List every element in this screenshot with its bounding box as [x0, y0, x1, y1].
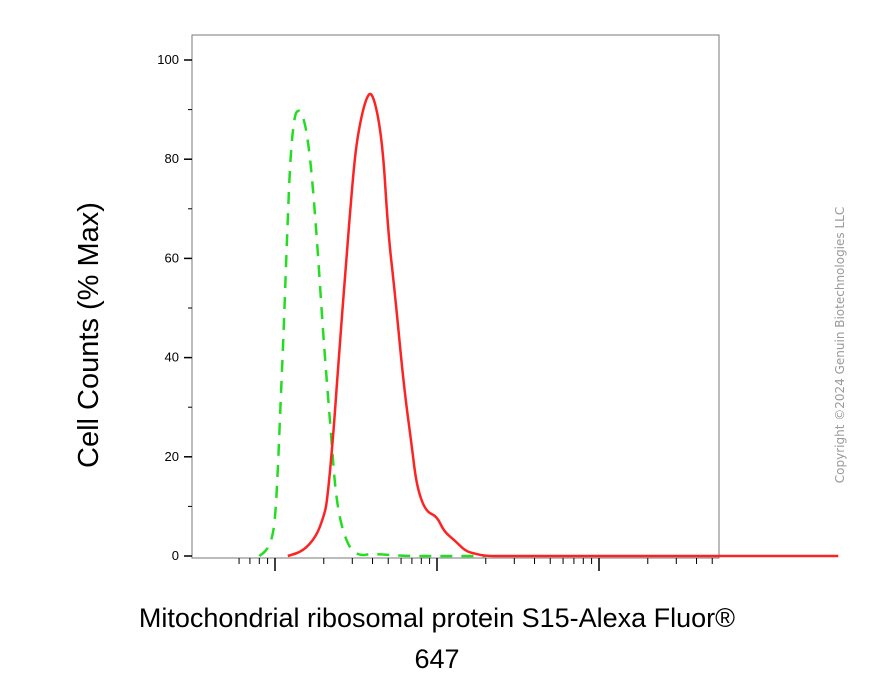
x-axis [238, 558, 713, 571]
series-line-dashed [258, 109, 486, 558]
copyright-watermark: Copyright ©2024 Genuin Biotechnologies L… [833, 207, 847, 483]
y-tick-label-100: 100 [157, 52, 179, 67]
series-layer [258, 92, 839, 558]
y-axis-label: Cell Counts (% Max) [73, 202, 105, 468]
y-tick-label-40: 40 [165, 350, 179, 365]
series-line-solid [287, 92, 839, 558]
y-tick-label-80: 80 [165, 151, 179, 166]
y-tick-label-60: 60 [165, 250, 179, 265]
y-tick-label-20: 20 [165, 449, 179, 464]
plot-frame [191, 34, 720, 559]
x-axis-label-line2: 647 [414, 644, 459, 674]
y-tick-label-0: 0 [172, 548, 179, 563]
plot-area [191, 34, 720, 559]
y-axis: 0 20 40 60 80 100 [157, 52, 192, 563]
x-axis-label-line1: Mitochondrial ribosomal protein S15-Alex… [139, 603, 735, 633]
